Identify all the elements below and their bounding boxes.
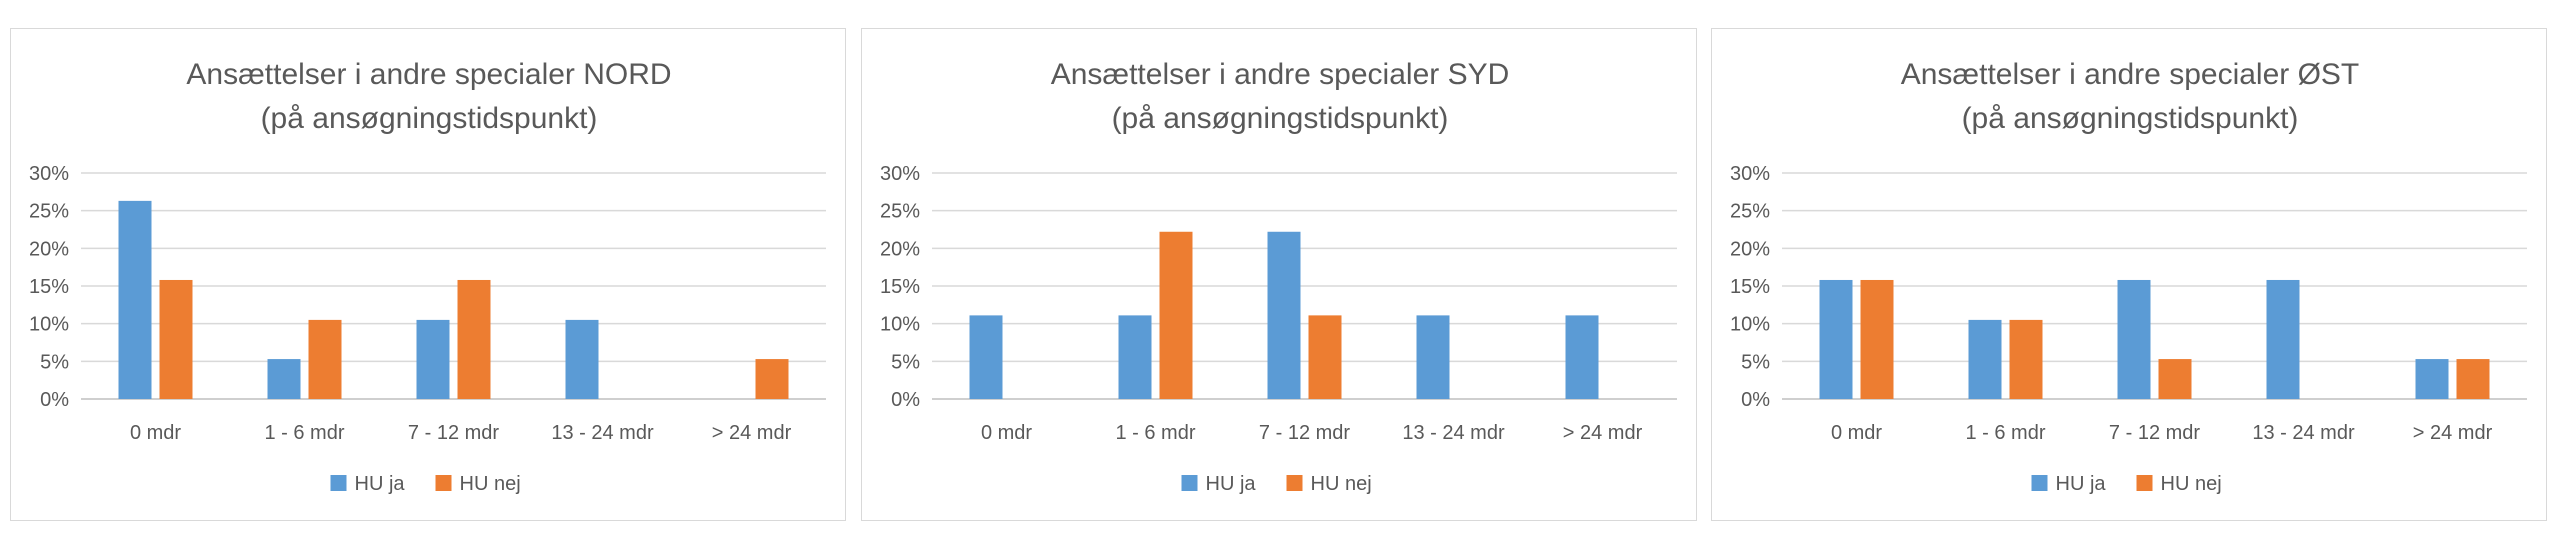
y-tick-label: 20% xyxy=(29,238,69,260)
bar-hu-nej xyxy=(159,279,193,399)
y-tick-label: 30% xyxy=(29,163,69,185)
y-tick-label: 0% xyxy=(40,389,69,411)
x-tick-label: 0 mdr xyxy=(130,422,181,444)
x-tick-label: 7 - 12 mdr xyxy=(1259,422,1350,444)
chart-syd: Ansættelser i andre specialer SYD (på ans… xyxy=(880,58,1677,495)
y-tick-label: 30% xyxy=(880,163,920,185)
y-tick-label: 10% xyxy=(29,314,69,336)
legend-label: HU ja xyxy=(2056,473,2107,495)
chart-panel-syd: Ansættelser i andre specialer SYD (på ans… xyxy=(861,28,1697,521)
x-tick-label: 1 - 6 mdr xyxy=(264,422,344,444)
bar-hu-ja xyxy=(1968,319,2002,399)
bar-hu-ja xyxy=(2266,279,2300,399)
y-tick-label: 10% xyxy=(880,314,920,336)
legend-label: HU ja xyxy=(355,473,406,495)
x-tick-label: 1 - 6 mdr xyxy=(1965,422,2045,444)
bar-hu-ja xyxy=(1118,315,1152,399)
bar-hu-nej xyxy=(1159,231,1193,399)
y-tick-label: 0% xyxy=(891,389,920,411)
y-tick-label: 15% xyxy=(29,276,69,298)
y-tick-label: 25% xyxy=(29,201,69,223)
y-tick-label: 10% xyxy=(1730,314,1770,336)
bar-hu-nej xyxy=(2456,359,2490,399)
legend-swatch-hu-nej xyxy=(2136,475,2153,491)
x-tick-label: 7 - 12 mdr xyxy=(2109,422,2200,444)
legend-label: HU nej xyxy=(460,473,521,495)
bar-hu-nej xyxy=(1308,315,1342,399)
x-tick-label: 0 mdr xyxy=(1831,422,1882,444)
legend-swatch-hu-ja xyxy=(1181,475,1198,491)
legend-swatch-hu-ja xyxy=(2031,475,2048,491)
chart-title-line2: (på ansøgningstidspunkt) xyxy=(1962,102,2299,135)
chart-panel-nord: Ansættelser i andre specialer NORD (på an… xyxy=(10,28,846,521)
x-tick-label: 13 - 24 mdr xyxy=(2252,422,2355,444)
legend-label: HU nej xyxy=(2161,473,2222,495)
y-tick-label: 15% xyxy=(1730,276,1770,298)
x-tick-label: 13 - 24 mdr xyxy=(551,422,654,444)
legend-swatch-hu-nej xyxy=(435,475,452,491)
x-tick-label: > 24 mdr xyxy=(2413,422,2493,444)
chart-title-line1: Ansættelser i andre specialer NORD xyxy=(186,58,671,91)
bar-hu-ja xyxy=(1267,231,1301,399)
bar-hu-ja xyxy=(1565,315,1599,399)
chart-title-line2: (på ansøgningstidspunkt) xyxy=(261,102,598,135)
bar-hu-ja xyxy=(2415,359,2449,399)
legend-swatch-hu-nej xyxy=(1286,475,1303,491)
x-tick-label: > 24 mdr xyxy=(1563,422,1643,444)
legend-swatch-hu-ja xyxy=(330,475,347,491)
y-tick-label: 25% xyxy=(1730,201,1770,223)
x-tick-label: > 24 mdr xyxy=(712,422,792,444)
chart-title-line1: Ansættelser i andre specialer ØST xyxy=(1901,58,2360,91)
legend-label: HU nej xyxy=(1311,473,1372,495)
bar-hu-ja xyxy=(969,315,1003,399)
y-tick-label: 0% xyxy=(1741,389,1770,411)
y-tick-label: 5% xyxy=(891,351,920,373)
x-tick-label: 7 - 12 mdr xyxy=(408,422,499,444)
bar-hu-ja xyxy=(118,200,152,399)
y-tick-label: 5% xyxy=(40,351,69,373)
bar-hu-ja xyxy=(267,359,301,399)
bar-hu-ja xyxy=(2117,279,2151,399)
y-tick-label: 25% xyxy=(880,201,920,223)
chart-panel-ost: Ansættelser i andre specialer ØST (på ans… xyxy=(1711,28,2547,521)
x-tick-label: 0 mdr xyxy=(981,422,1032,444)
x-tick-label: 1 - 6 mdr xyxy=(1115,422,1195,444)
bar-hu-ja xyxy=(416,319,450,399)
chart-title-line1: Ansættelser i andre specialer SYD xyxy=(1051,58,1510,91)
bar-hu-nej xyxy=(2009,319,2043,399)
bar-hu-nej xyxy=(2158,359,2192,399)
chart-nord: Ansættelser i andre specialer NORD (på an… xyxy=(29,58,826,495)
y-tick-label: 30% xyxy=(1730,163,1770,185)
bar-hu-nej xyxy=(755,359,789,399)
bar-hu-nej xyxy=(1860,279,1894,399)
bar-hu-nej xyxy=(457,279,491,399)
bar-hu-ja xyxy=(565,319,599,399)
bar-hu-nej xyxy=(308,319,342,399)
chart-title-line2: (på ansøgningstidspunkt) xyxy=(1112,102,1449,135)
y-tick-label: 5% xyxy=(1741,351,1770,373)
bar-hu-ja xyxy=(1819,279,1853,399)
y-tick-label: 15% xyxy=(880,276,920,298)
legend-label: HU ja xyxy=(1206,473,1257,495)
y-tick-label: 20% xyxy=(880,238,920,260)
bar-hu-ja xyxy=(1416,315,1450,399)
y-tick-label: 20% xyxy=(1730,238,1770,260)
x-tick-label: 13 - 24 mdr xyxy=(1402,422,1505,444)
chart-ost: Ansættelser i andre specialer ØST (på ans… xyxy=(1730,58,2527,495)
